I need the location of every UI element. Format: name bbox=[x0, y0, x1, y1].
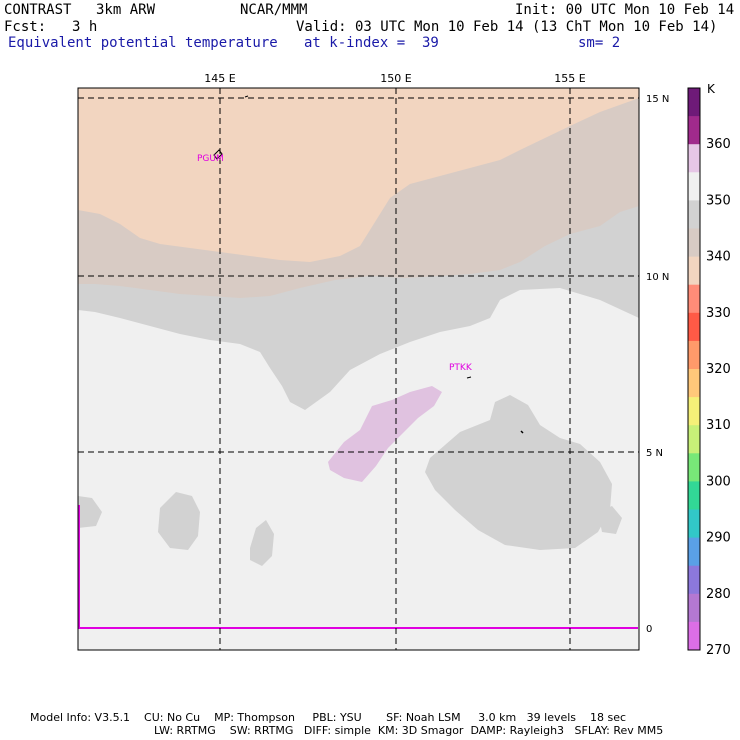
colorbar-label: 320 bbox=[706, 362, 731, 377]
colorbar-label: 330 bbox=[706, 306, 731, 321]
graticule bbox=[78, 88, 639, 650]
colorbar-label: 310 bbox=[706, 418, 731, 433]
lon-label-150: 150 E bbox=[380, 72, 411, 85]
colorbar-label: 300 bbox=[706, 474, 731, 489]
pohnpei-coastline bbox=[520, 430, 524, 434]
colorbar-swatch bbox=[688, 453, 700, 482]
colorbar-swatch bbox=[688, 116, 700, 145]
model-info-line2: LW: RRTMG SW: RRTMG DIFF: simple KM: 3D … bbox=[154, 724, 664, 737]
colorbar-label: 290 bbox=[706, 531, 731, 546]
lat-label-5n: 5 N bbox=[646, 448, 663, 459]
colorbar-swatch bbox=[688, 593, 700, 623]
colorbar-label: 350 bbox=[706, 193, 731, 208]
colorbar-swatch bbox=[688, 621, 700, 651]
field-grey-blob-far-east bbox=[598, 506, 622, 534]
colorbar-swatch bbox=[688, 369, 700, 398]
lat-label-0: 0 bbox=[646, 624, 652, 635]
colorbar-label: 360 bbox=[706, 137, 731, 152]
model-name: CONTRAST bbox=[4, 2, 72, 18]
smoothing-label: sm= 2 bbox=[578, 35, 621, 51]
colorbar-swatch bbox=[688, 537, 700, 567]
colorbar-swatch bbox=[688, 509, 700, 539]
map-fields bbox=[78, 88, 639, 650]
forecast-label: Fcst: bbox=[4, 19, 47, 35]
colorbar-unit: K bbox=[707, 82, 716, 96]
init-time: Init: 00 UTC Mon 10 Feb 14 bbox=[515, 2, 735, 18]
colorbar-swatch bbox=[688, 172, 700, 201]
colorbar-swatch bbox=[688, 144, 700, 173]
colorbar-swatch bbox=[688, 200, 700, 229]
colorbar-swatch bbox=[688, 228, 700, 258]
guam-coastline bbox=[213, 149, 223, 160]
colorbar-swatch bbox=[688, 397, 700, 426]
colorbar-frame bbox=[687, 87, 701, 651]
zero-contour bbox=[78, 505, 638, 629]
field-title: Equivalent potential temperature bbox=[8, 35, 278, 51]
colorbar-label: 280 bbox=[706, 587, 731, 602]
lon-label-155: 155 E bbox=[554, 72, 585, 85]
colorbar-swatch bbox=[688, 481, 700, 510]
field-grey-blob-south bbox=[250, 520, 274, 566]
station-ptkk: PTKK bbox=[449, 363, 473, 373]
valid-time: Valid: 03 UTC Mon 10 Feb 14 (13 ChT Mon … bbox=[296, 19, 718, 35]
station-pgum: PGUM bbox=[197, 154, 224, 164]
forecast-value: 3 h bbox=[72, 19, 98, 35]
colorbar-swatch bbox=[688, 312, 700, 342]
colorbar-swatch bbox=[688, 425, 700, 454]
colorbar-labels: 360 350 340 330 320 310 300 290 280 270 bbox=[706, 137, 731, 658]
colorbar-swatch bbox=[688, 256, 700, 286]
colorbar-label: 270 bbox=[706, 643, 731, 658]
model-resolution: 3km ARW bbox=[96, 2, 156, 18]
lon-label-145: 145 E bbox=[204, 72, 235, 85]
field-grey-blob-west bbox=[158, 492, 200, 550]
field-grey-blob-edge bbox=[78, 496, 102, 528]
field-grey-blob-east bbox=[425, 395, 612, 550]
colorbar-swatch bbox=[688, 340, 700, 370]
colorbar-swatch bbox=[688, 284, 700, 314]
colorbar bbox=[687, 87, 701, 651]
map-canvas: 145 E 150 E 155 E 15 N 10 N 5 N 0 PGUM P… bbox=[77, 72, 731, 658]
north-island bbox=[244, 95, 249, 98]
colorbar-label: 340 bbox=[706, 250, 731, 265]
field-tan bbox=[78, 88, 639, 262]
institution: NCAR/MMM bbox=[240, 2, 308, 18]
field-lavender bbox=[328, 386, 442, 482]
lat-label-10n: 10 N bbox=[646, 272, 669, 283]
chuuk-coastline bbox=[466, 376, 472, 379]
model-info-line1: Model Info: V3.5.1 CU: No Cu MP: Thompso… bbox=[30, 711, 627, 724]
colorbar-swatch bbox=[688, 565, 700, 595]
map-frame bbox=[77, 87, 640, 651]
level-label: at k-index = 39 bbox=[304, 35, 439, 51]
colorbar-swatch bbox=[688, 88, 700, 117]
lat-label-15n: 15 N bbox=[646, 94, 669, 105]
